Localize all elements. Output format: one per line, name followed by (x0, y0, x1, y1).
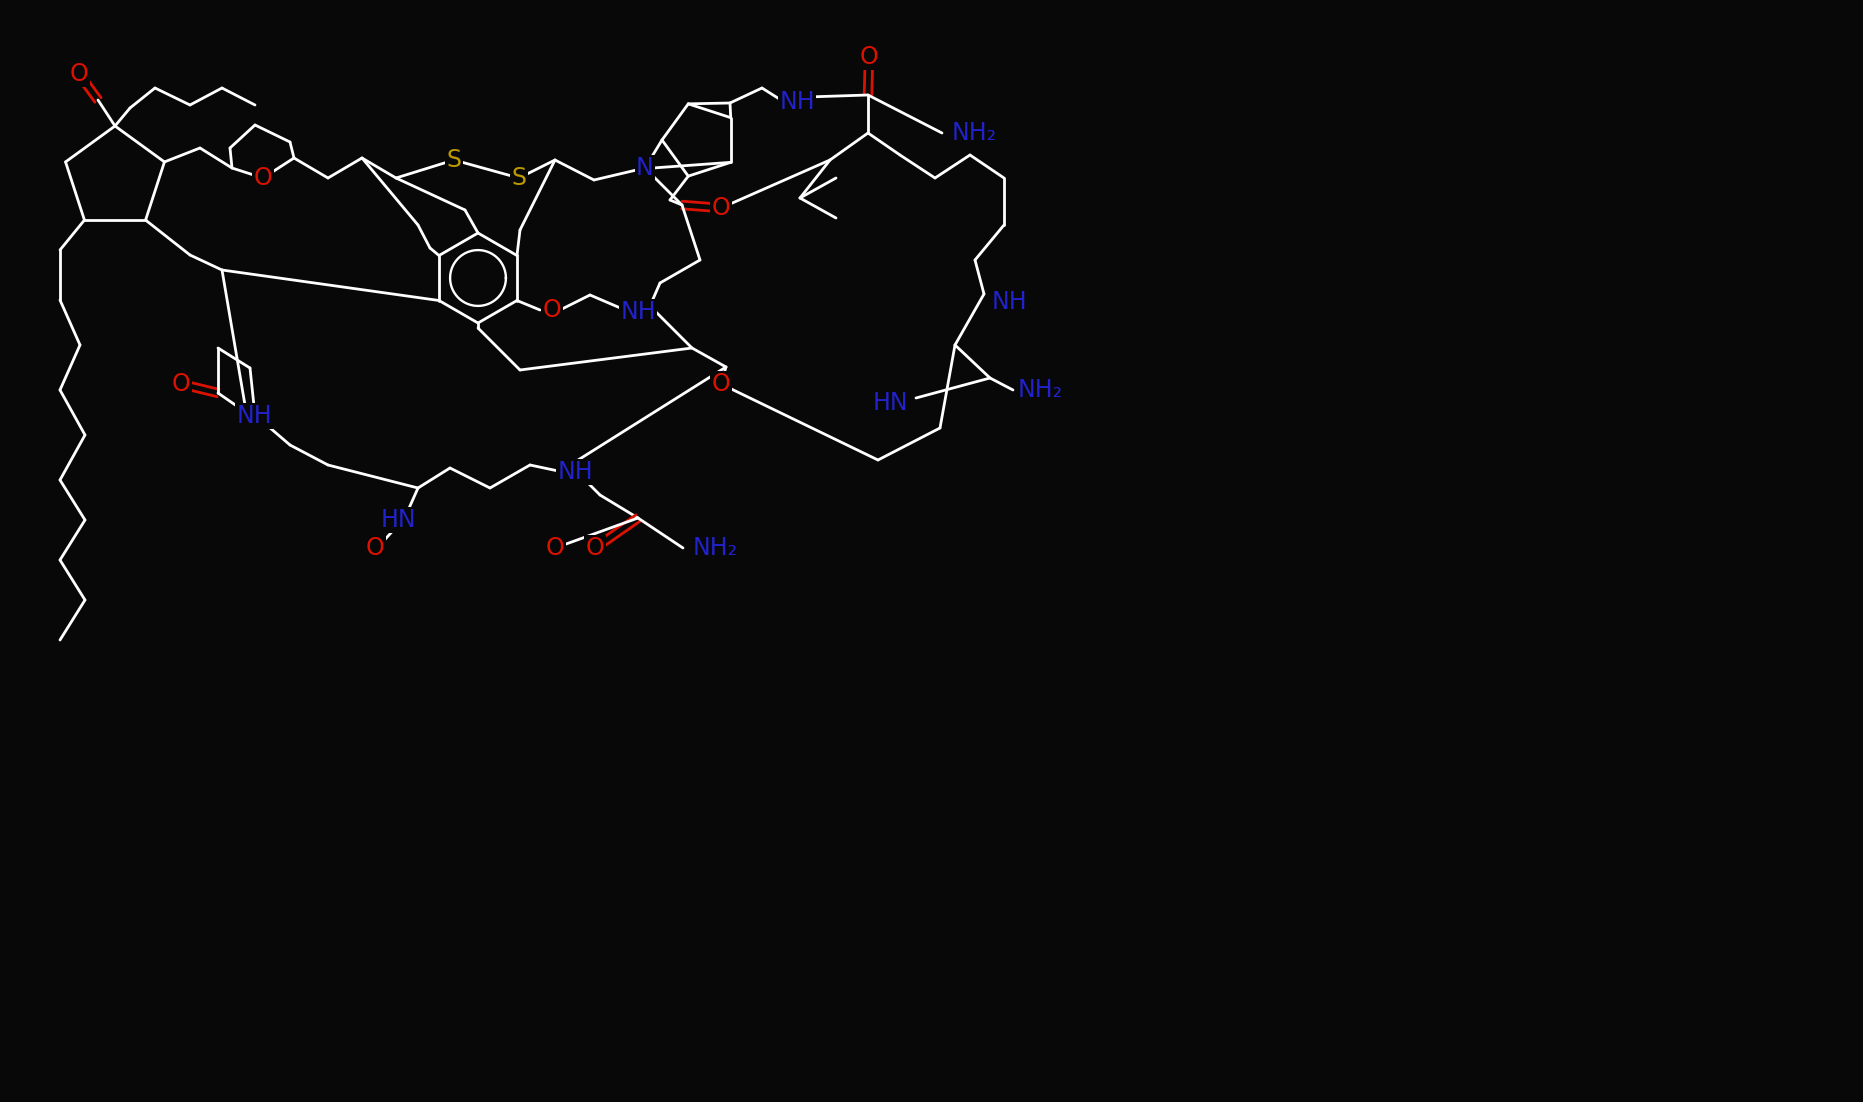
Text: O: O (171, 372, 190, 396)
Text: NH: NH (779, 90, 814, 114)
Text: NH₂: NH₂ (693, 536, 738, 560)
Text: O: O (859, 45, 877, 69)
Text: O: O (546, 536, 564, 560)
Text: O: O (253, 166, 272, 190)
Text: NH: NH (779, 90, 814, 114)
Text: S: S (447, 148, 462, 172)
Text: O: O (542, 298, 561, 322)
Text: HN: HN (872, 391, 907, 415)
Text: NH: NH (237, 404, 272, 428)
Text: NH₂: NH₂ (1017, 378, 1064, 402)
Text: NH: NH (557, 460, 592, 484)
Text: S: S (512, 166, 527, 190)
Text: O: O (365, 536, 384, 560)
Text: NH₂: NH₂ (1017, 378, 1064, 402)
Text: O: O (542, 298, 561, 322)
Text: O: O (365, 536, 384, 560)
Text: NH: NH (991, 290, 1028, 314)
Text: N: N (635, 156, 654, 180)
Text: O: O (712, 196, 730, 220)
Text: O: O (585, 536, 604, 560)
Text: NH₂: NH₂ (952, 121, 997, 145)
Text: O: O (171, 372, 190, 396)
Text: O: O (712, 372, 730, 396)
Text: HN: HN (872, 391, 907, 415)
Text: NH: NH (237, 404, 272, 428)
Text: HN: HN (380, 508, 415, 532)
Text: HN: HN (380, 508, 415, 532)
Text: O: O (712, 372, 730, 396)
Text: NH: NH (620, 300, 656, 324)
Text: O: O (712, 196, 730, 220)
Text: S: S (512, 166, 527, 190)
Text: O: O (546, 536, 564, 560)
Text: NH: NH (557, 460, 592, 484)
Text: O: O (253, 166, 272, 190)
Text: NH: NH (620, 300, 656, 324)
Text: O: O (69, 62, 88, 86)
Text: NH: NH (991, 290, 1028, 314)
Text: NH₂: NH₂ (952, 121, 997, 145)
Text: O: O (859, 45, 877, 69)
Text: S: S (447, 148, 462, 172)
Text: N: N (635, 156, 654, 180)
Text: NH₂: NH₂ (693, 536, 738, 560)
Text: O: O (585, 536, 604, 560)
Text: O: O (69, 62, 88, 86)
